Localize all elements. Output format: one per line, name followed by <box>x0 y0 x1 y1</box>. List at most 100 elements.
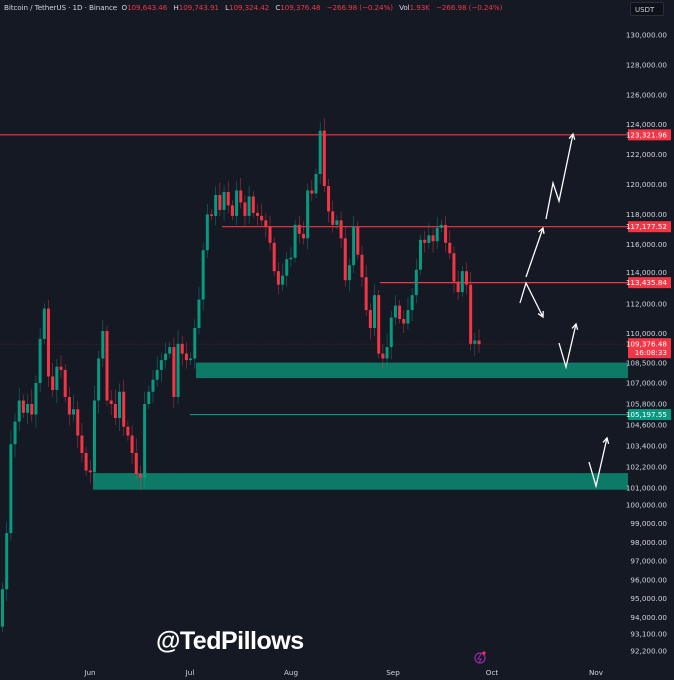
candle-body <box>193 328 197 359</box>
candle <box>452 246 456 293</box>
candle-body <box>264 220 268 227</box>
candle-body <box>235 190 239 216</box>
candle-body <box>138 474 142 478</box>
candle <box>322 118 326 193</box>
price-axis-label: 92,200.00 <box>630 647 667 656</box>
candle-body <box>21 400 25 413</box>
candle-body <box>251 196 255 213</box>
open-label: O <box>121 3 128 12</box>
candle <box>347 258 351 292</box>
currency-selector[interactable]: USDT <box>630 2 664 16</box>
candle-body <box>477 340 481 345</box>
candle-body <box>184 353 188 361</box>
candle <box>34 375 38 428</box>
candle <box>193 319 197 369</box>
candle-body <box>30 404 34 415</box>
candle <box>419 234 422 275</box>
change-value-2: −266.98 (−0.24%) <box>435 3 503 12</box>
candle <box>214 186 218 226</box>
candle-body <box>226 191 230 206</box>
candle-body <box>72 409 76 415</box>
candle-body <box>17 400 21 422</box>
candle-body <box>105 331 109 401</box>
candle-body <box>67 397 71 415</box>
candle-body <box>59 366 63 370</box>
candle-body <box>464 271 468 285</box>
candle-body <box>377 295 381 354</box>
candle <box>218 182 222 217</box>
candle <box>9 429 13 541</box>
symbol-header: Bitcoin / TetherUS · 1D · Binance O109,6… <box>4 3 506 12</box>
candle <box>143 391 147 487</box>
price-tag-label: 117,177.52 <box>626 222 667 231</box>
candle <box>72 394 76 422</box>
candle-body <box>473 340 477 344</box>
candle-body <box>339 220 343 239</box>
candle <box>230 200 234 221</box>
candle <box>410 288 414 322</box>
candle <box>97 350 101 414</box>
candle-body <box>1 589 4 627</box>
candle <box>51 362 55 398</box>
arrow-annotation <box>545 132 576 220</box>
candle <box>147 385 151 410</box>
candle-body <box>360 254 364 278</box>
candle-body <box>97 358 101 401</box>
candle <box>268 215 272 251</box>
candle <box>46 299 50 388</box>
candle-body <box>343 238 347 281</box>
candle-body <box>427 235 431 243</box>
candle <box>377 289 381 359</box>
candle <box>134 438 138 482</box>
candle-body <box>189 358 193 361</box>
candle-body <box>347 265 351 281</box>
candle <box>21 394 25 418</box>
candle-body <box>34 383 38 415</box>
candle <box>464 262 468 295</box>
candle <box>101 320 105 367</box>
candle <box>63 364 67 403</box>
candle <box>176 330 180 405</box>
price-axis-label: 93,100.00 <box>630 630 667 639</box>
candle-body <box>448 242 452 254</box>
price-axis-label: 101,000.00 <box>626 484 668 493</box>
candle <box>398 300 402 324</box>
candle-body <box>435 227 439 242</box>
arrow-annotation <box>558 322 579 370</box>
candle <box>473 332 477 356</box>
candle-body <box>134 453 138 474</box>
candle <box>343 225 347 287</box>
symbol-title[interactable]: Bitcoin / TetherUS · 1D · Binance <box>4 3 118 12</box>
candle-body <box>38 338 42 383</box>
candle-body <box>281 275 285 285</box>
candle-body <box>143 404 147 478</box>
candle-body <box>76 409 80 436</box>
candle <box>197 287 201 335</box>
candle-body <box>222 191 226 210</box>
price-axis-label: 128,000.00 <box>626 60 668 69</box>
candle <box>276 262 280 295</box>
price-axis-label: 130,000.00 <box>626 31 668 40</box>
arrow-head-icon <box>571 322 579 330</box>
candle <box>151 370 155 403</box>
candle <box>30 389 34 422</box>
candle-body <box>247 196 251 216</box>
arrow-head-icon <box>538 226 545 235</box>
candle-body <box>364 277 368 311</box>
candle <box>1 582 4 633</box>
candle-body <box>210 214 213 216</box>
candle <box>456 271 460 300</box>
candle <box>318 121 322 184</box>
candle <box>5 522 9 602</box>
candle-body <box>42 308 46 339</box>
price-axis-label: 112,000.00 <box>626 300 668 309</box>
candle <box>364 264 368 317</box>
arrow-head-icon <box>537 310 544 319</box>
candle <box>444 216 448 253</box>
price-axis-label: 95,000.00 <box>630 594 667 603</box>
candle <box>172 337 176 409</box>
price-axis-label: 126,000.00 <box>626 90 668 99</box>
candle <box>255 204 259 226</box>
candle-body <box>444 224 448 243</box>
